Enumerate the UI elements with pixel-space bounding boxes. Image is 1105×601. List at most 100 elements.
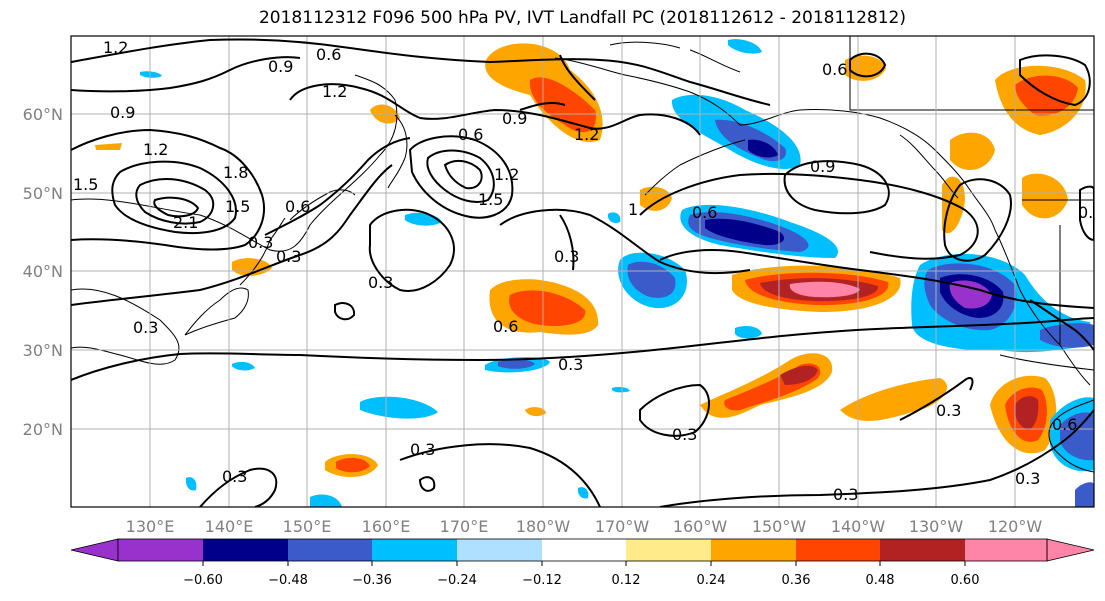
contour-label: 0.3 <box>1078 203 1103 222</box>
contour-label: 0.9 <box>810 157 835 176</box>
lon-tick-label: 120°W <box>988 517 1043 536</box>
anomaly-patch <box>840 378 948 421</box>
contour-label: 0.6 <box>493 317 518 336</box>
lon-tick-label: 160°E <box>362 517 411 536</box>
colorbar-tick-label: −0.24 <box>437 573 477 588</box>
anomaly-patch <box>705 218 785 246</box>
lon-tick-label: 180°W <box>516 517 571 536</box>
lat-tick-label: 50°N <box>23 184 63 203</box>
colorbar-tick-label: 0.36 <box>782 573 811 588</box>
colorbar-extend-high <box>1046 538 1095 562</box>
contour-label: 0.9 <box>268 57 293 76</box>
colorbar-segment <box>796 539 880 561</box>
contour-label: 0.3 <box>1015 469 1040 488</box>
contour-label: 1.5 <box>225 197 250 216</box>
lat-tick-label: 60°N <box>23 105 63 124</box>
contour-label: 0.9 <box>502 109 527 128</box>
anomaly-patch <box>780 365 818 385</box>
anomaly-patch <box>612 387 630 393</box>
contour-label: 0.6 <box>285 197 310 216</box>
colorbar-extend-low <box>70 538 119 562</box>
colorbar-tick-label: 0.60 <box>951 573 980 588</box>
shaded-anomalies <box>95 39 1094 507</box>
anomaly-patch <box>95 143 122 150</box>
colorbar: −0.60 −0.48 −0.36 −0.24 −0.12 0.12 0.24 … <box>70 538 1095 588</box>
anomaly-patch <box>1060 412 1094 461</box>
contour-label: 1 <box>628 200 638 219</box>
anomaly-patch <box>1022 173 1068 219</box>
anomaly-patch <box>1075 482 1094 507</box>
anomaly-patch <box>336 457 370 473</box>
map-frame <box>70 35 1095 508</box>
lon-tick-label: 160°W <box>673 517 728 536</box>
contour-label: 0.3 <box>410 440 435 459</box>
contour-label: 1.2 <box>574 125 599 144</box>
lon-tick-label: 130°E <box>126 517 175 536</box>
colorbar-segment <box>542 539 626 561</box>
colorbar-segment <box>118 539 203 561</box>
colorbar-tick-label: 0.12 <box>612 573 641 588</box>
contour-label: 1.5 <box>73 175 98 194</box>
colorbar-tick-label: 0.24 <box>697 573 726 588</box>
anomaly-patch <box>185 477 197 491</box>
contour-label: 1.2 <box>143 140 168 159</box>
coastlines <box>71 41 1094 473</box>
lon-tick-label: 150°E <box>283 517 332 536</box>
lat-tick-label: 30°N <box>23 341 63 360</box>
anomaly-patch <box>789 281 860 298</box>
anomaly-patch <box>498 359 535 369</box>
lon-tick-label: 130°W <box>909 517 964 536</box>
anomaly-patch <box>577 487 589 499</box>
pv-contours <box>71 38 1094 507</box>
contour-label: 0.3 <box>222 467 247 486</box>
lon-tick-labels: 130°E 140°E 150°E 160°E 170°E 180°W 170°… <box>126 517 1043 536</box>
contour-label: 0.3 <box>936 401 961 420</box>
lon-tick-label: 140°E <box>205 517 254 536</box>
colorbar-ticks <box>202 561 966 566</box>
anomaly-patch <box>728 39 762 54</box>
colorbar-segment <box>372 539 457 561</box>
contour-label: 0.3 <box>833 485 858 504</box>
colorbar-tick-label: 0.48 <box>866 573 895 588</box>
contour-label: 0.3 <box>368 273 393 292</box>
anomaly-patch <box>232 361 255 371</box>
anomaly-patch <box>310 494 342 507</box>
colorbar-segment <box>626 539 711 561</box>
anomaly-patch <box>525 407 546 417</box>
anomaly-patch <box>1014 396 1039 430</box>
contour-label: 0.3 <box>672 425 697 444</box>
colorbar-segment <box>711 539 796 561</box>
anomaly-patch <box>1040 323 1094 348</box>
contour-label: 0.6 <box>316 45 341 64</box>
lon-tick-label: 170°W <box>595 517 650 536</box>
anomaly-patch <box>949 280 992 309</box>
colorbar-segment <box>457 539 542 561</box>
figure-title: 2018112312 F096 500 hPa PV, IVT Landfall… <box>258 8 906 28</box>
gridlines <box>71 36 1094 507</box>
lat-tick-label: 40°N <box>23 262 63 281</box>
map-area: 1.2 0.6 0.9 0.9 1.2 0.6 0.9 1.2 0.6 1.2 … <box>71 36 1103 507</box>
colorbar-tick-label: −0.36 <box>352 573 392 588</box>
colorbar-segment <box>965 539 1047 561</box>
contour-label: 0.9 <box>110 103 135 122</box>
contour-labels: 1.2 0.6 0.9 0.9 1.2 0.6 0.9 1.2 0.6 1.2 … <box>73 38 1103 504</box>
anomaly-patch <box>140 71 162 78</box>
anomaly-patch <box>360 396 438 419</box>
lat-tick-label: 20°N <box>23 420 63 439</box>
lon-tick-label: 140°W <box>831 517 886 536</box>
lon-tick-label: 170°E <box>440 517 489 536</box>
colorbar-tick-label: −0.12 <box>522 573 562 588</box>
colorbar-tick-label: −0.48 <box>268 573 308 588</box>
contour-label: 1.2 <box>322 82 347 101</box>
lat-tick-labels: 20°N 30°N 40°N 50°N 60°N <box>23 105 63 439</box>
anomaly-patch <box>509 290 586 327</box>
contour-label: 1.8 <box>223 163 248 182</box>
contour-label: 2.1 <box>173 213 198 232</box>
contour-label: 0.3 <box>133 318 158 337</box>
contour-label: 0.3 <box>554 247 579 266</box>
contour-label: 0.6 <box>822 60 847 79</box>
lon-tick-label: 150°W <box>752 517 807 536</box>
contour-label: 0.6 <box>458 125 483 144</box>
colorbar-frame <box>117 538 1048 562</box>
